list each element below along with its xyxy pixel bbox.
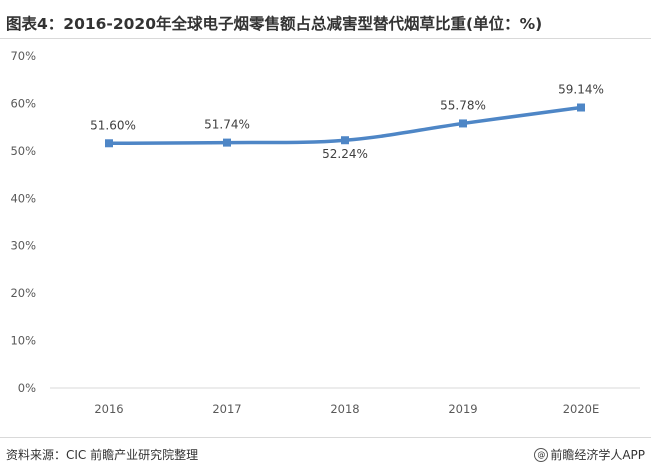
data-point: [459, 119, 467, 128]
chart-title: 图表4：2016-2020年全球电子烟零售额占总减害型替代烟草比重(单位：%): [6, 15, 543, 33]
data-label: 59.14%: [558, 83, 604, 97]
footer-divider: [0, 437, 651, 438]
y-tick-label: 20%: [10, 286, 36, 300]
x-tick-label: 2017: [212, 402, 241, 416]
data-label: 55.78%: [440, 98, 486, 112]
brand-credit: @ 前瞻经济学人APP: [534, 446, 645, 463]
y-axis: 0% 10% 20% 30% 40% 50% 60% 70%: [10, 49, 36, 395]
data-label: 51.60%: [90, 118, 136, 132]
title-divider: [0, 38, 651, 39]
y-tick-label: 10%: [10, 334, 36, 348]
y-tick-label: 70%: [10, 49, 36, 63]
x-tick-label: 2018: [330, 402, 359, 416]
data-label: 51.74%: [204, 118, 250, 132]
y-tick-label: 60%: [10, 96, 36, 110]
data-point: [341, 136, 349, 145]
x-tick-label: 2016: [94, 402, 123, 416]
data-point: [105, 139, 113, 148]
x-tick-label: 2020E: [563, 402, 600, 416]
y-tick-label: 0%: [18, 381, 36, 395]
data-point: [577, 103, 585, 112]
data-point: [223, 138, 231, 147]
data-label: 52.24%: [322, 147, 368, 161]
data-labels: 51.60% 51.74% 52.24% 55.78% 59.14%: [90, 83, 604, 162]
x-axis: 2016 2017 2018 2019 2020E: [94, 402, 599, 416]
y-tick-label: 50%: [10, 144, 36, 158]
x-tick-label: 2019: [448, 402, 477, 416]
series-markers: [105, 103, 585, 148]
y-tick-label: 40%: [10, 191, 36, 205]
source-note: 资料来源：CIC 前瞻产业研究院整理: [6, 448, 199, 462]
at-icon: @: [534, 447, 549, 462]
y-tick-label: 30%: [10, 239, 36, 253]
brand-name: 前瞻经济学人APP: [550, 448, 645, 462]
